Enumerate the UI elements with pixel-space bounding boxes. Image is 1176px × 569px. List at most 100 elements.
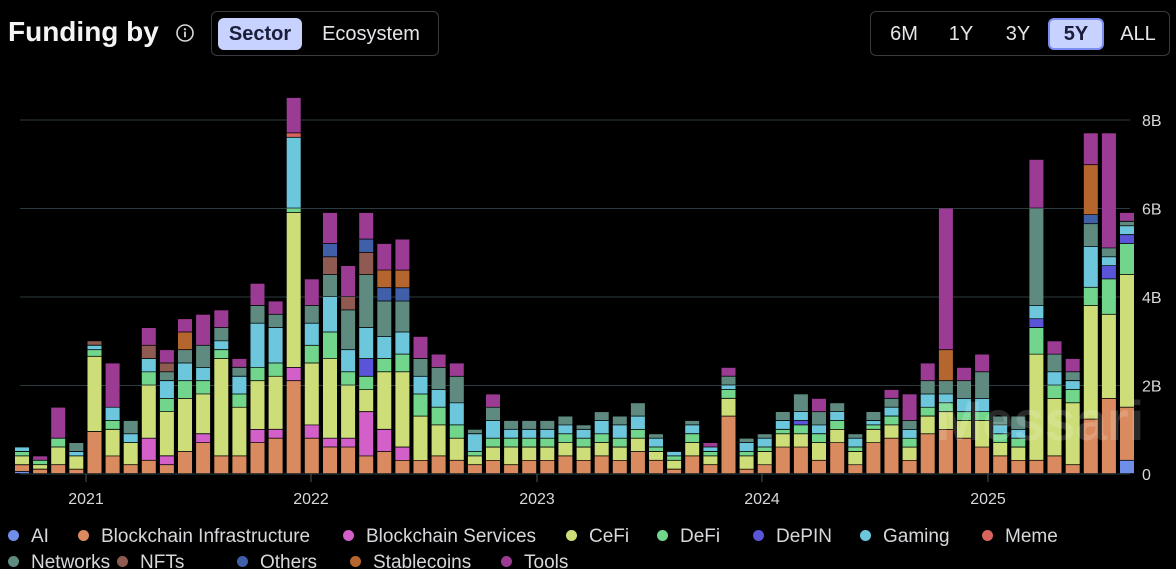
bar-segment-defi[interactable]: [957, 412, 971, 421]
bar-segment-networks[interactable]: [757, 434, 772, 438]
legend-item-others[interactable]: Others: [237, 552, 317, 569]
bar-stack[interactable]: [522, 420, 537, 474]
bar-segment-gaming[interactable]: [178, 363, 192, 381]
bar-stack[interactable]: [993, 416, 1008, 474]
bar-stack[interactable]: [938, 208, 953, 474]
bar-stack[interactable]: [1101, 133, 1116, 474]
bar-segment-cefi[interactable]: [1083, 305, 1098, 419]
bar-segment-blockchain-infrastructure[interactable]: [884, 438, 899, 474]
bar-segment-cefi[interactable]: [703, 456, 718, 465]
bar-segment-cefi[interactable]: [33, 465, 48, 469]
bar-segment-gaming[interactable]: [123, 434, 138, 443]
bar-segment-blockchain-infrastructure[interactable]: [902, 460, 917, 474]
bar-segment-networks[interactable]: [1083, 224, 1098, 246]
bar-segment-networks[interactable]: [1011, 416, 1026, 430]
bar-segment-networks[interactable]: [630, 403, 645, 416]
bar-segment-gaming[interactable]: [630, 416, 645, 430]
bar-segment-blockchain-infrastructure[interactable]: [286, 381, 301, 474]
bar-stack[interactable]: [341, 266, 356, 474]
bar-segment-defi[interactable]: [431, 407, 446, 425]
bar-segment-networks[interactable]: [449, 376, 464, 403]
bar-segment-cefi[interactable]: [286, 212, 301, 367]
bar-segment-ai[interactable]: [1120, 460, 1134, 474]
bar-segment-defi[interactable]: [377, 358, 392, 372]
bar-segment-networks[interactable]: [902, 420, 917, 429]
bar-segment-networks[interactable]: [1101, 248, 1116, 257]
bar-segment-defi[interactable]: [649, 447, 663, 451]
bar-segment-blockchain-infrastructure[interactable]: [522, 460, 537, 474]
bar-segment-tools[interactable]: [141, 328, 156, 345]
bar-segment-defi[interactable]: [268, 363, 283, 376]
bar-segment-gaming[interactable]: [902, 429, 917, 438]
bar-segment-gaming[interactable]: [775, 420, 790, 429]
bar-segment-blockchain-infrastructure[interactable]: [866, 443, 881, 474]
bar-segment-networks[interactable]: [323, 274, 337, 297]
bar-segment-defi[interactable]: [685, 434, 700, 443]
bar-segment-depin[interactable]: [793, 420, 808, 425]
bar-segment-gaming[interactable]: [87, 345, 102, 350]
bar-segment-cefi[interactable]: [1065, 403, 1080, 465]
bar-segment-cefi[interactable]: [866, 429, 881, 443]
bar-segment-networks[interactable]: [178, 350, 192, 363]
bar-stack[interactable]: [141, 328, 156, 474]
bar-segment-gaming[interactable]: [848, 438, 863, 447]
range-1y-button[interactable]: 1Y: [948, 23, 974, 45]
range-3y-button[interactable]: 3Y: [1005, 23, 1031, 45]
bar-segment-networks[interactable]: [413, 359, 428, 376]
bar-segment-tools[interactable]: [196, 314, 211, 345]
bar-segment-blockchain-infrastructure[interactable]: [196, 443, 211, 474]
info-icon[interactable]: [176, 24, 194, 42]
bar-segment-defi[interactable]: [1047, 385, 1062, 399]
bar-segment-tools[interactable]: [1047, 341, 1062, 354]
bar-stack[interactable]: [15, 447, 29, 474]
bar-segment-stablecoins[interactable]: [377, 270, 392, 288]
bar-segment-tools[interactable]: [377, 243, 392, 270]
bar-segment-cefi[interactable]: [196, 394, 211, 434]
bar-stack[interactable]: [51, 407, 66, 474]
bar-segment-blockchain-infrastructure[interactable]: [793, 447, 808, 474]
bar-segment-tools[interactable]: [304, 279, 319, 306]
bar-stack[interactable]: [957, 367, 971, 474]
bar-segment-gaming[interactable]: [721, 385, 736, 390]
bar-stack[interactable]: [359, 212, 374, 474]
bar-segment-gaming[interactable]: [15, 447, 29, 451]
bar-stack[interactable]: [413, 336, 428, 474]
bar-segment-gaming[interactable]: [703, 447, 718, 451]
bar-segment-defi[interactable]: [1083, 287, 1098, 306]
bar-segment-nfts[interactable]: [159, 363, 174, 372]
bar-segment-tools[interactable]: [812, 398, 826, 412]
bar-segment-blockchain-services[interactable]: [304, 425, 319, 438]
bar-segment-networks[interactable]: [775, 412, 790, 420]
bar-stack[interactable]: [757, 434, 772, 474]
bar-segment-networks[interactable]: [721, 376, 736, 385]
bar-segment-defi[interactable]: [467, 451, 482, 456]
legend-item-cefi[interactable]: CeFi: [566, 526, 629, 548]
bar-segment-cefi[interactable]: [1120, 274, 1134, 407]
bar-segment-gaming[interactable]: [69, 451, 84, 456]
bar-segment-networks[interactable]: [250, 305, 265, 323]
bar-segment-tools[interactable]: [359, 212, 374, 239]
bar-segment-gaming[interactable]: [594, 420, 609, 434]
bar-segment-tools[interactable]: [902, 394, 917, 421]
bar-segment-cefi[interactable]: [268, 376, 283, 429]
bar-segment-blockchain-infrastructure[interactable]: [576, 460, 591, 474]
bar-stack[interactable]: [232, 358, 247, 474]
bar-segment-defi[interactable]: [413, 394, 428, 416]
bar-segment-stablecoins[interactable]: [938, 350, 953, 381]
bar-segment-networks[interactable]: [467, 429, 482, 434]
bar-stack[interactable]: [449, 363, 464, 474]
bar-segment-gaming[interactable]: [250, 323, 265, 368]
bar-segment-tools[interactable]: [1101, 133, 1116, 248]
bar-segment-cefi[interactable]: [775, 434, 790, 447]
bar-segment-defi[interactable]: [775, 429, 790, 434]
bar-segment-tools[interactable]: [341, 266, 356, 297]
bar-segment-depin[interactable]: [1029, 319, 1044, 328]
bar-segment-blockchain-infrastructure[interactable]: [594, 456, 609, 474]
bar-segment-gaming[interactable]: [1029, 305, 1044, 319]
bar-segment-blockchain-infrastructure[interactable]: [268, 438, 283, 474]
bar-stack[interactable]: [848, 434, 863, 474]
bar-segment-nfts[interactable]: [141, 345, 156, 359]
bar-segment-gaming[interactable]: [830, 412, 845, 421]
bar-segment-blockchain-infrastructure[interactable]: [395, 460, 410, 474]
bar-segment-networks[interactable]: [69, 443, 84, 451]
